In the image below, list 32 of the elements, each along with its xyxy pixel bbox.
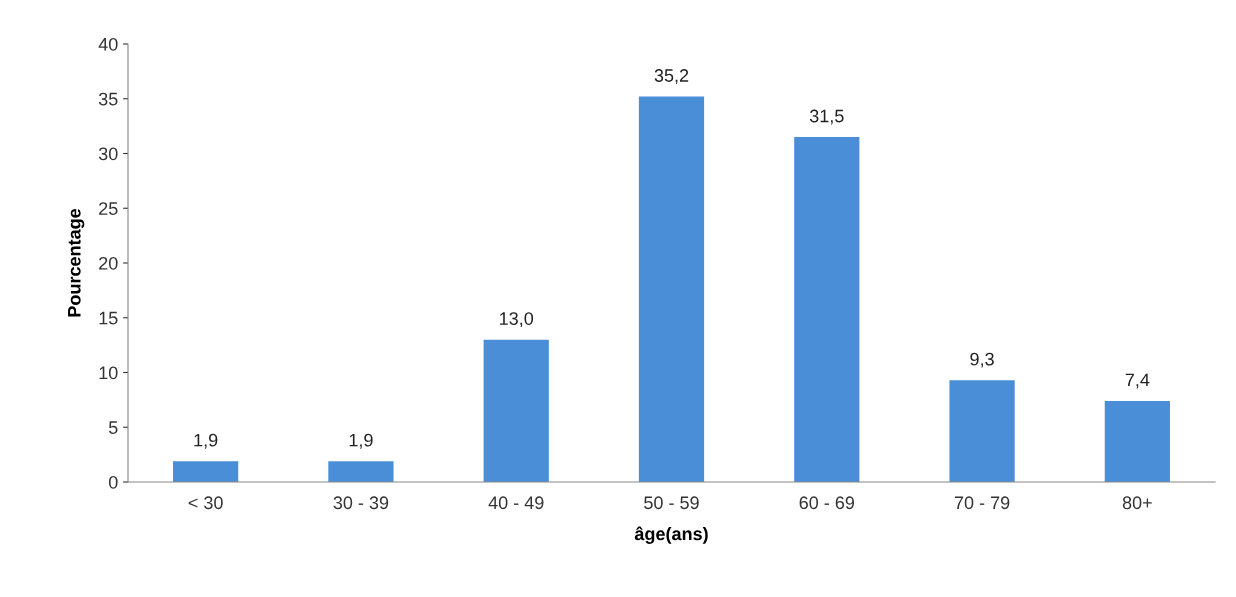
data-label: 7,4 xyxy=(1125,373,1150,389)
y-axis-title: Pourcentage xyxy=(68,208,85,317)
y-tick-label: 40 xyxy=(98,37,118,51)
y-tick-label: 5 xyxy=(108,421,118,434)
x-tick-label: 40 - 49 xyxy=(488,496,544,510)
bar xyxy=(483,339,549,482)
x-axis-title: âge(ans) xyxy=(634,526,708,544)
bar xyxy=(1104,400,1170,482)
y-tick-label: 15 xyxy=(99,311,118,325)
data-label: 35,2 xyxy=(654,69,689,85)
data-label: 31,5 xyxy=(809,109,844,125)
bar xyxy=(328,461,394,482)
y-tick-label: 30 xyxy=(98,147,118,161)
x-tick-label: < 30 xyxy=(188,496,223,510)
x-tick-label: 60 - 69 xyxy=(799,496,855,510)
x-tick-label: 70 - 79 xyxy=(954,496,1010,510)
data-label: 1,9 xyxy=(194,433,218,449)
x-tick-label: 80+ xyxy=(1122,496,1152,510)
data-label: 1,9 xyxy=(349,433,373,449)
y-tick-label: 10 xyxy=(99,366,118,380)
bar xyxy=(638,96,705,482)
x-tick-label: 50 - 59 xyxy=(644,496,699,510)
x-tick-label: 30 - 39 xyxy=(333,496,389,510)
bar xyxy=(173,461,239,482)
bar xyxy=(949,380,1015,482)
y-tick-label: 20 xyxy=(99,256,118,270)
y-tick-label: 25 xyxy=(99,202,118,215)
y-tick-label: 0 xyxy=(108,475,118,489)
data-label: 9,3 xyxy=(970,352,994,368)
bar xyxy=(794,137,860,482)
y-tick-label: 35 xyxy=(98,92,118,106)
data-label: 13,0 xyxy=(500,312,534,328)
